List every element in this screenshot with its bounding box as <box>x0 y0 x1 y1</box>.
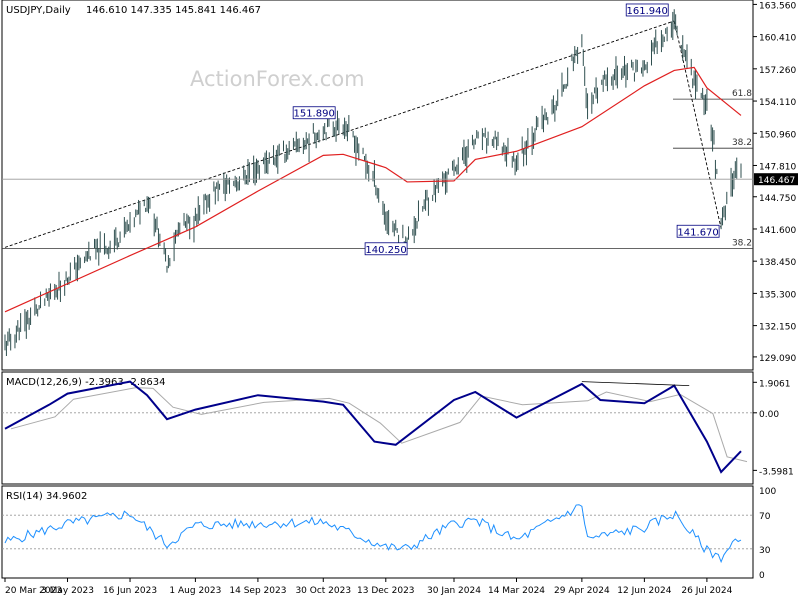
price-tick-label: 154.110 <box>759 98 796 108</box>
rsi-tick-label: 30 <box>759 546 771 556</box>
watermark: ActionForex.com <box>190 67 365 91</box>
annotation-box <box>292 106 336 120</box>
current-price: 146.467 <box>2 173 798 186</box>
price-tick-label: 135.300 <box>759 290 796 300</box>
annotation-box <box>364 242 408 256</box>
x-tick-label: 14 Sep 2023 <box>229 586 286 596</box>
price-tick-label: 147.810 <box>759 162 796 172</box>
moving-average <box>4 66 742 313</box>
sma-line <box>4 66 742 313</box>
rsi-series: 100 70 30 0 <box>2 487 776 581</box>
price-axis: 163.560 160.410 157.260 154.110 150.960 147.8… <box>753 1 796 364</box>
price-annotations: 151.890 161.940 140.250 141.670 <box>292 3 720 256</box>
price-tick-label: 141.600 <box>759 226 796 236</box>
price-tick-label: 150.960 <box>759 130 796 140</box>
macd-tick-label: -3.5981 <box>759 467 794 477</box>
price-tick-label: 144.750 <box>759 194 796 204</box>
price-tick-label: 160.410 <box>759 34 796 44</box>
macd-series: 1.9061 0.00 -3.5981 <box>2 379 794 477</box>
rsi-title: RSI(14) 34.9602 <box>6 491 87 502</box>
x-tick-label: 12 Jun 2024 <box>617 586 671 596</box>
fib-label: 38.2 <box>732 138 752 148</box>
rsi-line <box>4 504 742 564</box>
macd-title: MACD(12,26,9) -2.3963 -2.8634 <box>6 377 166 388</box>
ohlc-label: 146.610 147.335 145.841 146.467 <box>86 5 261 16</box>
x-tick-label: 30 Jan 2024 <box>427 586 481 596</box>
price-tick-label: 129.090 <box>759 354 796 364</box>
falling-trendline <box>673 20 722 229</box>
annotation-label: 161.940 <box>627 6 668 17</box>
price-tick-label: 163.560 <box>759 1 796 11</box>
annotation-label: 140.250 <box>365 245 406 256</box>
x-tick-label: 29 Apr 2024 <box>554 586 610 596</box>
annotation-label: 141.670 <box>677 227 718 238</box>
current-price-label: 146.467 <box>758 176 795 186</box>
x-tick-label: 3 May 2023 <box>41 586 94 596</box>
price-tick-label: 138.450 <box>759 258 796 268</box>
x-tick-label: 16 Jun 2023 <box>103 586 157 596</box>
annotation-box <box>625 3 669 17</box>
price-tick-label: 157.260 <box>759 66 796 76</box>
trend-lines <box>4 20 722 248</box>
fib-label: 61.8 <box>732 89 752 99</box>
macd-signal-line <box>10 387 748 463</box>
rsi-panel <box>1 485 754 579</box>
x-tick-label: 13 Dec 2023 <box>357 586 415 596</box>
rsi-tick-label: 0 <box>759 571 765 581</box>
macd-tick-label: 0.00 <box>759 410 779 420</box>
x-tick-label: 14 Mar 2024 <box>488 586 545 596</box>
macd-tick-label: 1.9061 <box>759 379 791 389</box>
price-bars <box>4 9 742 357</box>
macd-line <box>4 380 742 474</box>
price-panel <box>1 0 754 371</box>
x-tick-label: 30 Oct 2023 <box>295 586 351 596</box>
x-tick-label: 26 Jul 2024 <box>681 586 732 596</box>
x-tick-label: 20 Mar 2023 <box>5 586 62 596</box>
price-tick-label: 132.150 <box>759 323 796 333</box>
macd-divergence-line <box>581 381 690 386</box>
symbol-label: USDJPY,Daily <box>6 5 71 16</box>
macd-panel <box>1 371 754 485</box>
x-tick-label: 1 Aug 2023 <box>169 586 221 596</box>
annotation-box <box>676 224 720 238</box>
annotation-label: 151.890 <box>293 109 334 120</box>
current-price-tag <box>754 173 798 186</box>
rsi-tick-label: 100 <box>759 487 776 497</box>
rising-trendline <box>4 20 675 248</box>
fib-label: 38.2 <box>732 238 752 248</box>
rsi-tick-label: 70 <box>759 512 771 522</box>
